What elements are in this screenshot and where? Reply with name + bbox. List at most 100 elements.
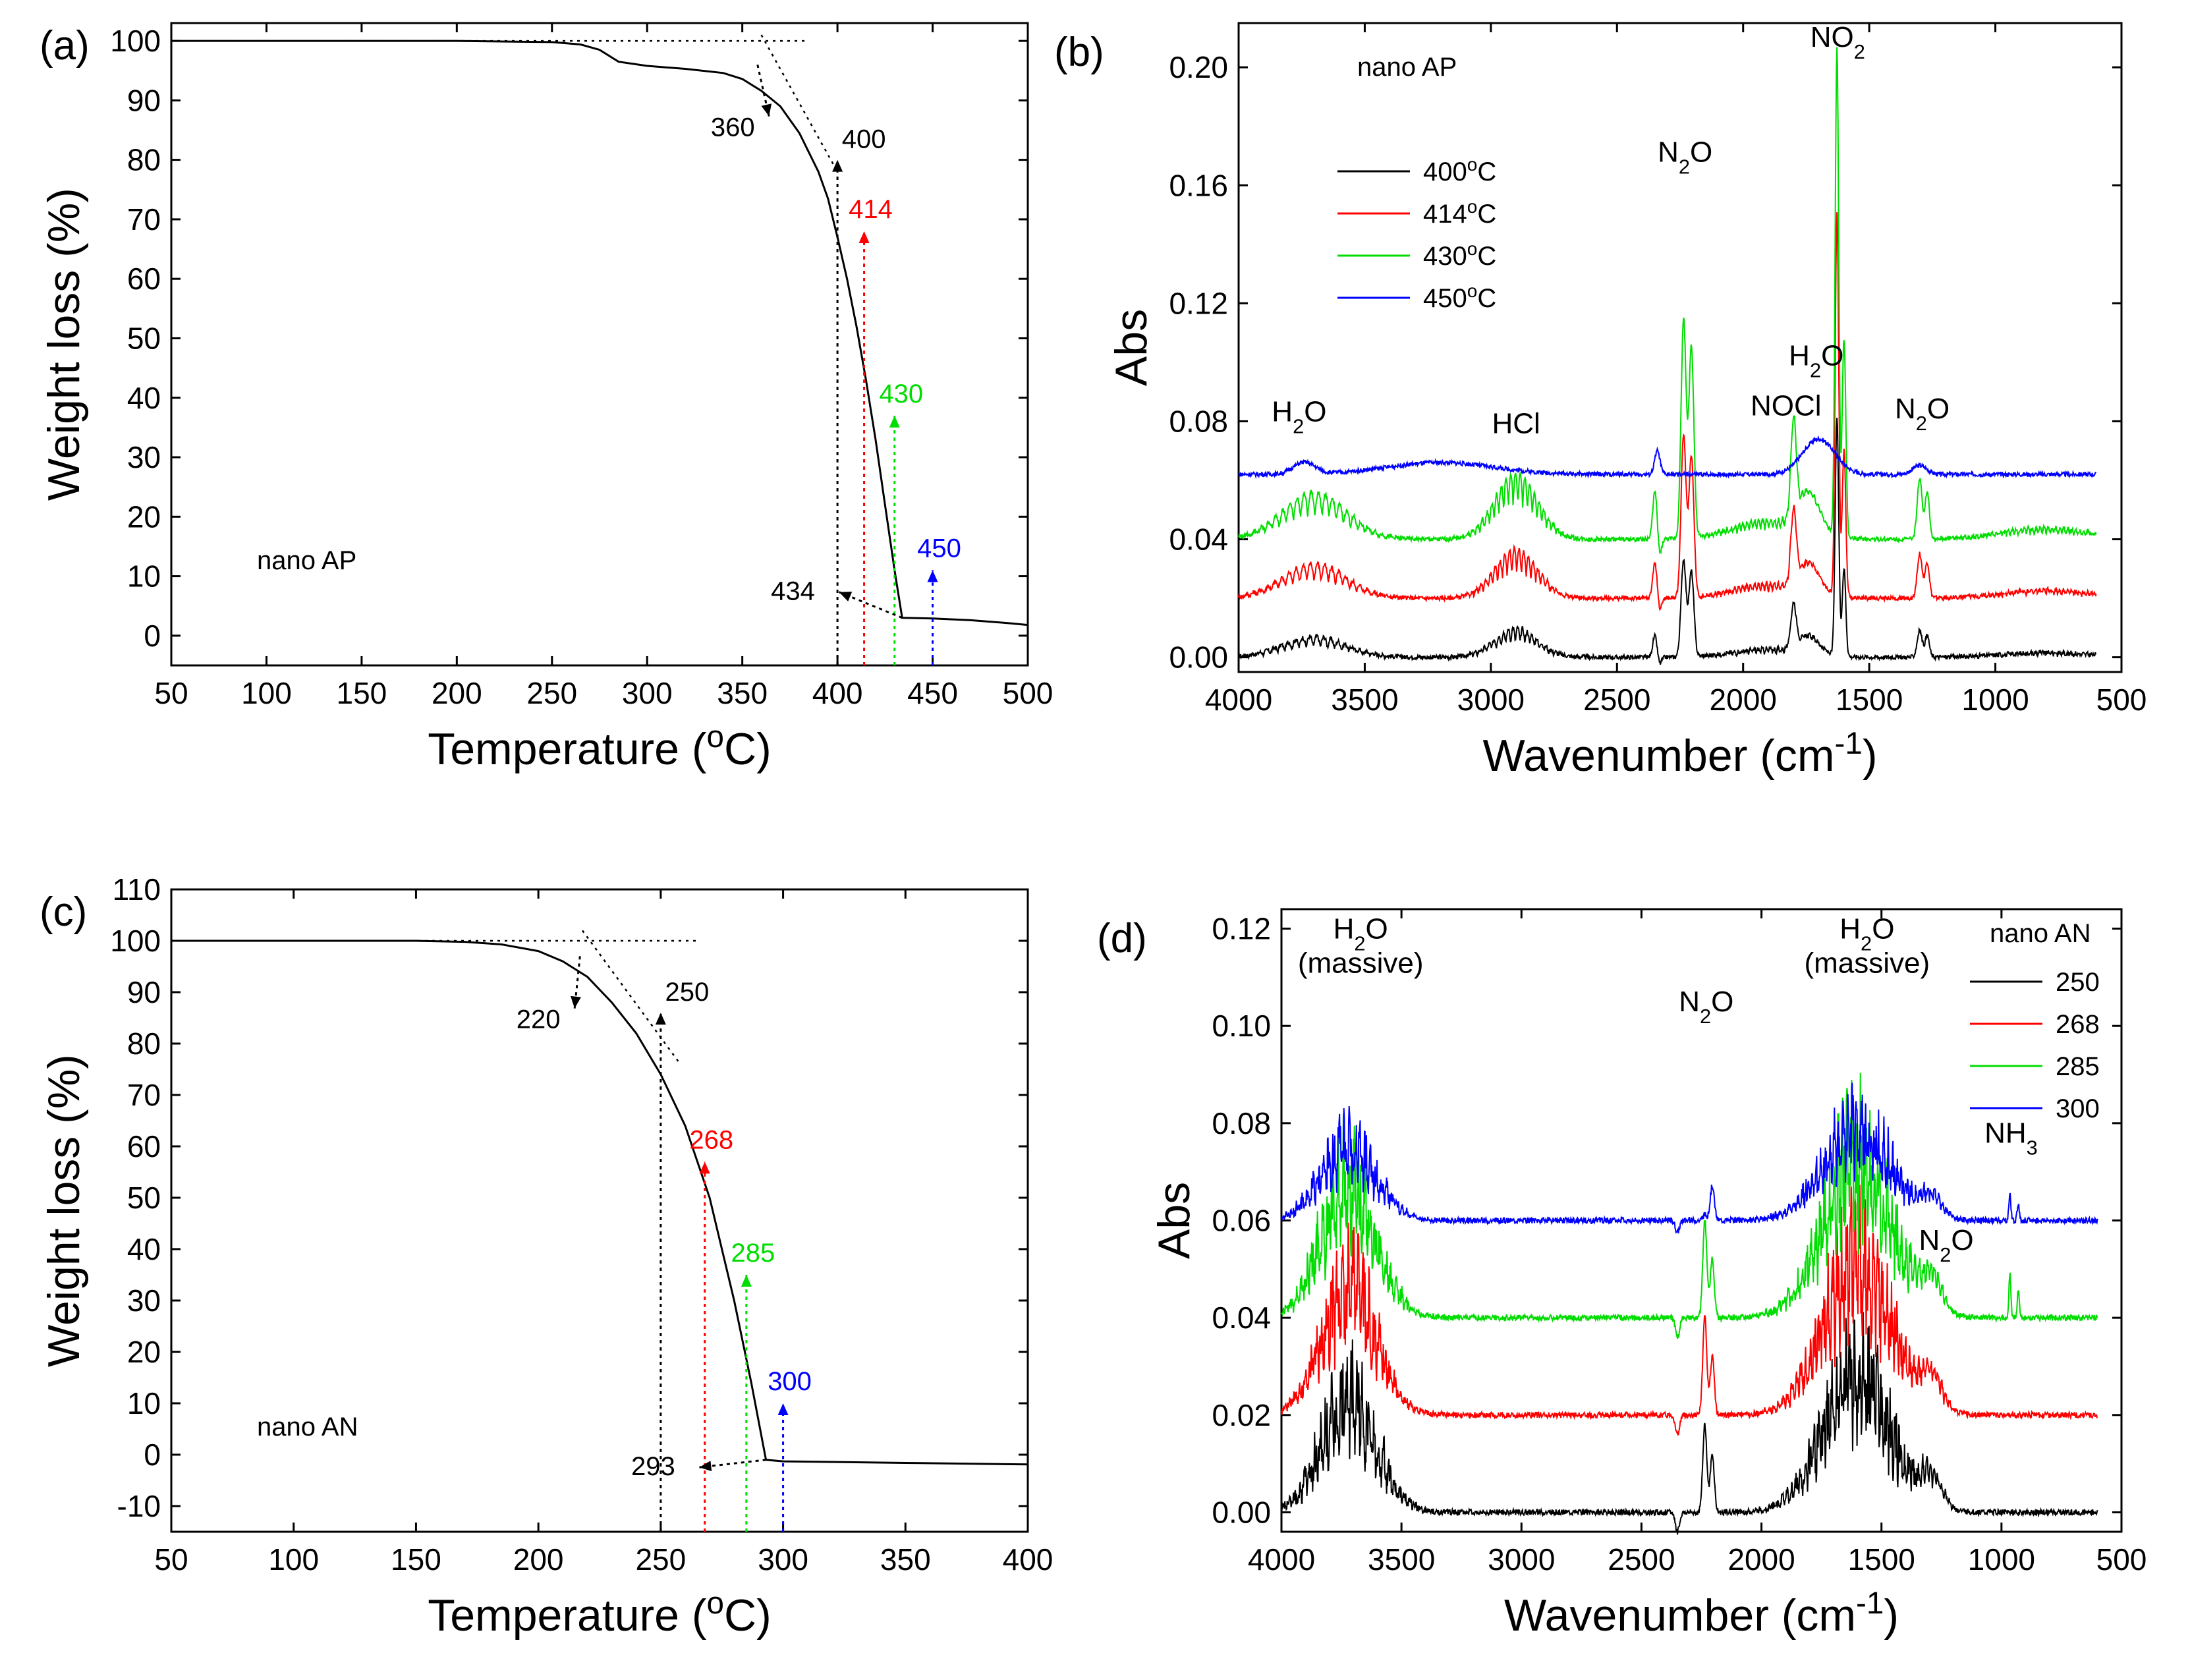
panel-c-x-tick-label: 350 [880,1542,931,1577]
panel-b-peak-label: N2O [1658,136,1712,178]
panel-a-y-tick-label: 50 [127,321,161,355]
panel-d-y-tick-label: 0.00 [1212,1495,1271,1529]
panel-d-panel: 4000 3500 3000 2500 2000 1500 1000 500 0.00 0.02 0… [1097,908,2147,1640]
panel-a-y-tick-label: 60 [127,262,161,296]
panel-d-legend-label-250: 250 [2056,968,2100,997]
panel-d-spectrum-300 [1281,1082,2098,1234]
panel-a-x-tick-label: 350 [717,676,768,710]
panel-b-y-tick-label: 0.08 [1169,404,1228,438]
panel-a-x-tick-label: 400 [812,676,863,710]
panel-a-plot-frame [170,22,1029,667]
panel-d-y-axis-label: Abs [1149,1182,1199,1259]
panel-a-y-tick-label: 100 [110,24,161,58]
panel-b-y-tick-label: 0.16 [1169,168,1228,202]
panel-a-onset-arrow-head [761,103,772,117]
panel-a-x-tick-label: 100 [241,676,292,710]
panel-b-legend-label-430: 430oC [1423,238,1496,271]
panel-b-spectrum-414°C [1238,212,2097,612]
panel-b-y-axis-label: Abs [1106,309,1156,386]
panel-d-peak-label: H2O [1839,912,1894,955]
panel-c-x-tick-label: 400 [1003,1542,1053,1577]
panel-c-x-tick-label: 200 [513,1542,564,1577]
panel-c-marker-label-250: 250 [665,978,709,1007]
panel-b-legend-label-414: 414oC [1423,196,1496,229]
panel-b-peak-label: H2O [1789,339,1843,381]
panel-d-spectrum-285 [1281,1073,2098,1339]
panel-a-x-tick-label: 200 [432,676,482,710]
panel-a-x-tick-label: 500 [1003,676,1053,710]
panel-a-sample-label: nano AP [257,546,356,575]
panel-b-peak-label: H2O [1272,395,1326,437]
panel-a-x-tick-label: 250 [526,676,577,710]
panel-b-peak-label: NOCl [1751,389,1822,422]
panel-a-marker-label-430: 430 [879,379,923,408]
panel-b-panel: 4000 3500 3000 2500 2000 1500 1000 500 0.00 0.04 0… [1054,21,2147,781]
panel-b-peak-label: NO2 [1811,21,1865,63]
panel-c-end-label: 293 [631,1452,675,1481]
panel-d-spectrum-268 [1281,1185,2098,1436]
panel-c-y-tick-label: 50 [127,1181,161,1215]
panel-b-y-tick-label: 0.20 [1169,50,1228,84]
panel-a-x-axis-label: Temperature (oC) [428,719,772,775]
panel-a-panel: 50 100 150 200 250 300 350 400 450 500 0 10 20 30 40 50… [39,22,1053,775]
panel-c-y-tick-label: 80 [127,1026,161,1061]
panel-c-panel-label: (c) [40,889,87,935]
panel-c-y-tick-label: -10 [117,1489,161,1523]
panel-c-y-tick-label: 40 [127,1232,161,1266]
panel-c-y-tick-label: 30 [127,1283,161,1318]
panel-d-peak-label: N2O [1679,986,1733,1028]
panel-a-x-tick-label: 450 [907,676,958,710]
panel-d-x-tick-label: 1000 [1968,1542,2035,1577]
panel-c-marker-arrow-300-head [777,1403,789,1415]
panel-a-onset-label: 360 [711,113,755,142]
panel-d-peak-label: H2O [1334,912,1388,955]
panel-c-marker-arrow-285-head [741,1275,752,1287]
panel-c-x-tick-label: 150 [391,1542,441,1577]
panel-a-x-tick-label: 150 [337,676,387,710]
panel-c-marker-arrow-268-head [699,1162,710,1174]
panel-b-legend-label-400: 400oC [1423,154,1496,187]
panel-a-marker-label-400: 400 [842,125,886,154]
panel-d-peak-label: N2O [1919,1224,1973,1266]
panel-b-y-tick-label: 0.12 [1169,286,1228,320]
panel-a-end-arrow-head [839,592,853,602]
panel-c-y-tick-label: 90 [127,975,161,1009]
panel-a-tg-curve [171,40,1028,627]
panel-c-y-tick-label: 70 [127,1078,161,1112]
panel-d-x-tick-label: 4000 [1248,1542,1315,1577]
panel-b-y-tick-label: 0.00 [1169,640,1228,675]
panel-d-legend-label-268: 268 [2056,1010,2100,1039]
panel-c-x-tick-label: 50 [154,1542,188,1577]
panel-a-x-tick-label: 300 [622,676,673,710]
panel-b-x-tick-label: 2000 [1710,683,1777,717]
panel-a-marker-arrow-414-head [858,231,870,243]
panel-c-end-arrow-head [699,1461,712,1472]
panel-a-y-tick-label: 40 [127,381,161,415]
panel-b-spectrum-400°C [1238,417,2097,665]
panel-b-legend-label-450: 450oC [1423,281,1496,314]
panel-b-x-axis-label: Wavenumber (cm-1) [1482,726,1877,781]
panel-c-marker-label-285: 285 [731,1239,775,1268]
panel-c-plot-frame [170,888,1029,1533]
panel-a-y-tick-label: 90 [127,83,161,117]
panel-d-x-tick-label: 2000 [1727,1542,1795,1577]
panel-b-x-tick-label: 1000 [1961,683,2029,717]
panel-a-y-tick-label: 80 [127,143,161,177]
panel-a-y-axis-label: Weight loss (%) [39,188,89,501]
panel-b-peak-label: N2O [1895,393,1950,435]
panel-b-x-tick-label: 3500 [1331,683,1398,717]
panel-b-spectrum-430°C [1238,47,2097,555]
panel-a-x-tick-label: 50 [154,676,188,710]
panel-b-panel-label: (b) [1054,30,1104,75]
panel-c-sample-label: nano AN [257,1413,358,1442]
panel-d-x-tick-label: 3000 [1488,1542,1555,1577]
panel-d-panel-label: (d) [1097,916,1147,961]
panel-d-y-tick-label: 0.10 [1212,1009,1271,1043]
panel-d-y-tick-label: 0.04 [1212,1301,1271,1335]
panel-b-x-tick-label: 500 [2096,683,2147,717]
panel-b-x-tick-label: 1500 [1836,683,1903,717]
panel-c-y-tick-label: 0 [144,1438,161,1472]
panel-d-x-tick-label: 1500 [1848,1542,1915,1577]
panel-d-peak-note: (massive) [1805,947,1930,979]
panel-b-sample-label: nano AP [1357,53,1457,82]
